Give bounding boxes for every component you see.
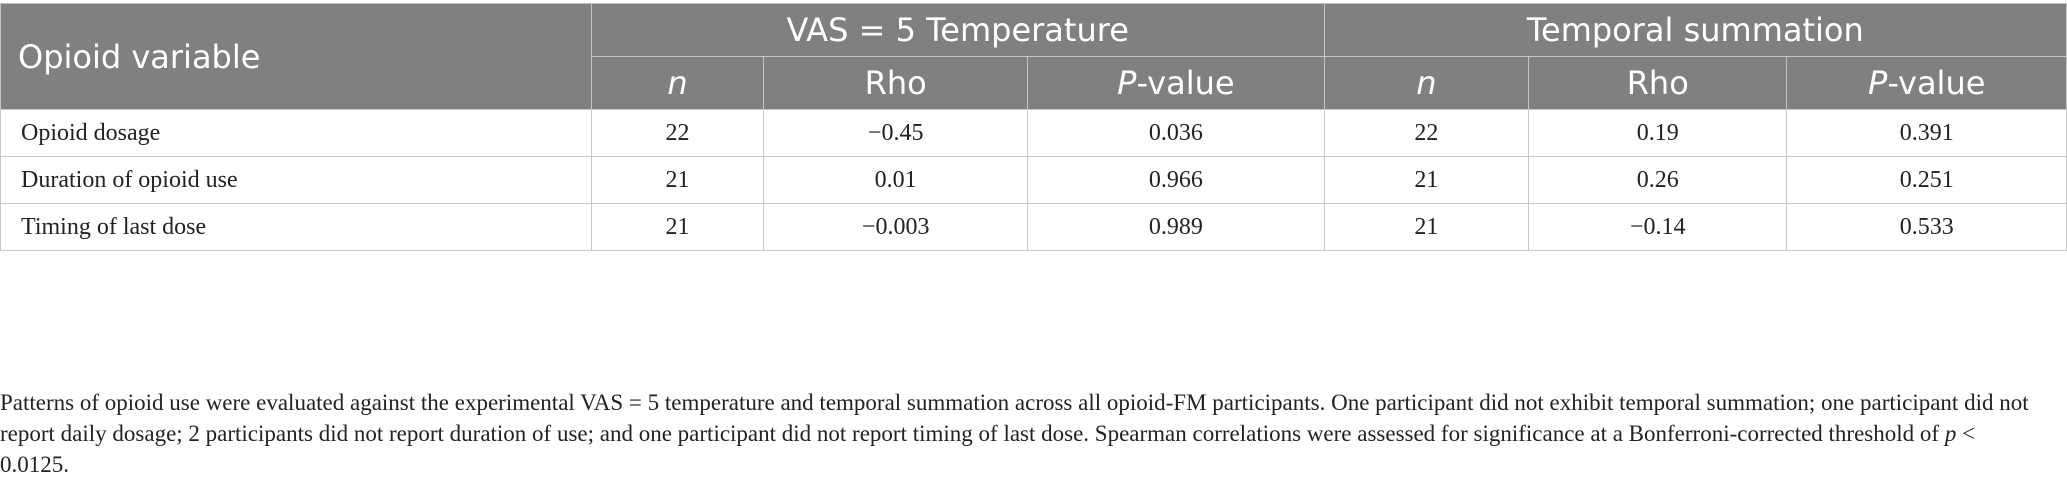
cell-ts-n: 22 (1323, 109, 1530, 157)
cell-ts-rho: −0.14 (1528, 203, 1788, 251)
footnote-p-symbol: p (1944, 421, 1957, 446)
header-vas-n: n (590, 56, 765, 110)
header-ts-p-suffix: -value (1887, 64, 1986, 102)
header-opioid-variable: Opioid variable (0, 3, 592, 110)
cell-vas-p: 0.966 (1027, 156, 1325, 204)
header-vas-p-symbol: P (1117, 64, 1137, 102)
header-row-columns: n Rho P-value n Rho P-value (1, 56, 2067, 110)
header-ts-p-symbol: P (1868, 64, 1888, 102)
cell-vas-n: 21 (590, 156, 765, 204)
cell-ts-rho: 0.26 (1528, 156, 1788, 204)
table-footnote: Patterns of opioid use were evaluated ag… (0, 387, 2030, 480)
header-ts-rho: Rho (1528, 56, 1788, 110)
footnote-threshold: < 0.0125. (0, 421, 1976, 477)
cell-vas-n: 21 (590, 203, 765, 251)
cell-vas-rho: −0.003 (763, 203, 1029, 251)
cell-vas-p: 0.036 (1027, 109, 1325, 157)
header-vas-p-suffix: -value (1136, 64, 1235, 102)
header-ts-n: n (1323, 56, 1530, 110)
header-vas-rho: Rho (763, 56, 1029, 110)
cell-ts-n: 21 (1323, 203, 1530, 251)
header-vas-n-label: n (667, 64, 688, 102)
header-row-groups: Opioid variable VAS = 5 Temperature Temp… (0, 3, 2067, 110)
header-vas-temperature: VAS = 5 Temperature (590, 3, 1325, 57)
header-vas-p-value: P-value (1027, 56, 1325, 110)
row-label: Duration of opioid use (0, 156, 592, 204)
row-label: Opioid dosage (0, 109, 592, 157)
cell-vas-n: 22 (590, 109, 765, 157)
header-temporal-summation: Temporal summation (1323, 3, 2067, 57)
cell-ts-n: 21 (1323, 156, 1530, 204)
cell-ts-p: 0.533 (1786, 203, 2067, 251)
cell-vas-rho: 0.01 (763, 156, 1029, 204)
cell-ts-p: 0.251 (1786, 156, 2067, 204)
header-ts-p-value: P-value (1786, 56, 2067, 110)
table-row: Timing of last dose 21 −0.003 0.989 21 −… (0, 203, 2067, 251)
header-ts-n-label: n (1416, 64, 1437, 102)
cell-vas-rho: −0.45 (763, 109, 1029, 157)
footnote-text: Patterns of opioid use were evaluated ag… (0, 390, 2029, 446)
table-row: Opioid dosage 22 −0.45 0.036 22 0.19 0.3… (0, 109, 2067, 157)
cell-vas-p: 0.989 (1027, 203, 1325, 251)
cell-ts-rho: 0.19 (1528, 109, 1788, 157)
opioid-correlation-table: Opioid variable VAS = 5 Temperature Temp… (0, 3, 2067, 251)
table-row: Duration of opioid use 21 0.01 0.966 21 … (0, 156, 2067, 204)
row-label: Timing of last dose (0, 203, 592, 251)
cell-ts-p: 0.391 (1786, 109, 2067, 157)
